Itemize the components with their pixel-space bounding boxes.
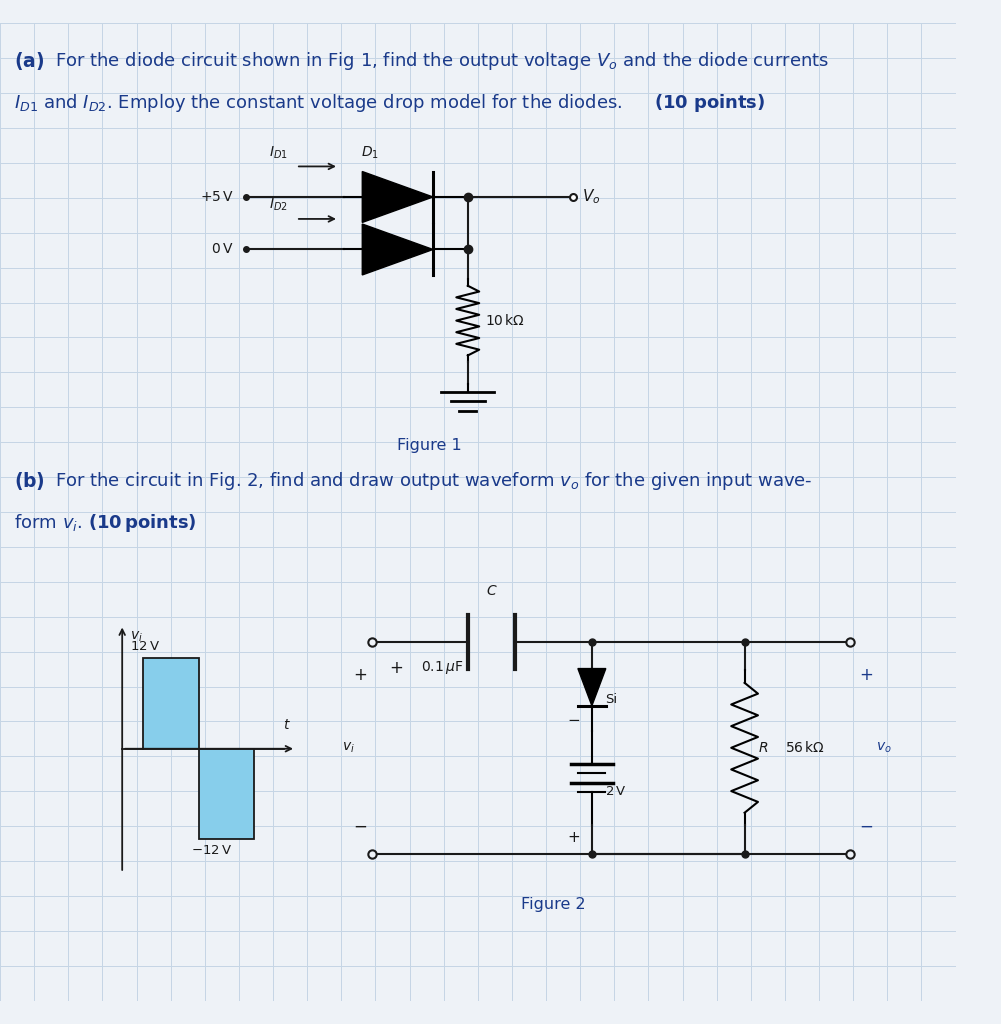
Text: $I_{D1}$: $I_{D1}$ — [269, 144, 288, 161]
Text: $C$: $C$ — [485, 584, 497, 598]
Polygon shape — [198, 749, 254, 840]
Text: $V_o$: $V_o$ — [583, 187, 601, 206]
Text: $+$: $+$ — [353, 666, 367, 684]
Text: $-$: $-$ — [568, 711, 581, 726]
Text: $10\,\mathrm{k\Omega}$: $10\,\mathrm{k\Omega}$ — [484, 313, 525, 328]
Text: $2\,\mathrm{V}$: $2\,\mathrm{V}$ — [606, 785, 627, 799]
Text: $D_2$: $D_2$ — [360, 197, 378, 213]
Text: $-$: $-$ — [353, 817, 367, 835]
Text: $+$: $+$ — [389, 659, 403, 677]
Text: $56\,\mathrm{k\Omega}$: $56\,\mathrm{k\Omega}$ — [785, 740, 825, 756]
Text: $t$: $t$ — [283, 718, 291, 731]
Polygon shape — [578, 669, 606, 706]
Text: Figure 2: Figure 2 — [522, 897, 586, 911]
Text: $-12\,\mathrm{V}$: $-12\,\mathrm{V}$ — [191, 844, 232, 857]
Polygon shape — [362, 224, 433, 275]
Text: $0\,\mathrm{V}$: $0\,\mathrm{V}$ — [211, 243, 234, 256]
Text: $I_{D2}$: $I_{D2}$ — [269, 197, 288, 213]
Text: For the circuit in Fig. 2, find and draw output waveform $v_o$ for the given inp: For the circuit in Fig. 2, find and draw… — [55, 470, 813, 492]
Text: $v_i$: $v_i$ — [130, 630, 143, 644]
Text: $\mathbf{(a)}$: $\mathbf{(a)}$ — [14, 50, 44, 72]
Polygon shape — [362, 171, 433, 222]
Text: $D_1$: $D_1$ — [360, 144, 378, 161]
Text: form $v_i$. $\mathbf{(10\,points)}$: form $v_i$. $\mathbf{(10\,points)}$ — [14, 512, 197, 534]
Text: $R$: $R$ — [758, 740, 769, 755]
Text: $-$: $-$ — [859, 817, 873, 835]
Text: For the diode circuit shown in Fig 1, find the output voltage $V_o$ and the diod: For the diode circuit shown in Fig 1, fi… — [55, 50, 830, 72]
Text: $\mathbf{(b)}$: $\mathbf{(b)}$ — [14, 470, 45, 492]
Text: $+$: $+$ — [859, 666, 873, 684]
Text: Si: Si — [606, 693, 618, 707]
Text: $I_{D1}$ and $I_{D2}$. Employ the constant voltage drop model for the diodes.: $I_{D1}$ and $I_{D2}$. Employ the consta… — [14, 92, 623, 114]
Text: $\mathbf{(10\ \mathbf{points})}$: $\mathbf{(10\ \mathbf{points})}$ — [654, 92, 766, 114]
Text: Figure 1: Figure 1 — [397, 438, 461, 454]
Text: $12\,\mathrm{V}$: $12\,\mathrm{V}$ — [130, 640, 160, 653]
Text: $0.1\,\mu\mathrm{F}$: $0.1\,\mu\mathrm{F}$ — [420, 659, 463, 676]
Text: $+$: $+$ — [568, 829, 581, 845]
Polygon shape — [143, 658, 198, 749]
Text: $v_i$: $v_i$ — [342, 740, 355, 755]
Text: $v_o$: $v_o$ — [876, 740, 892, 755]
Text: $+5\,\mathrm{V}$: $+5\,\mathrm{V}$ — [200, 190, 234, 204]
